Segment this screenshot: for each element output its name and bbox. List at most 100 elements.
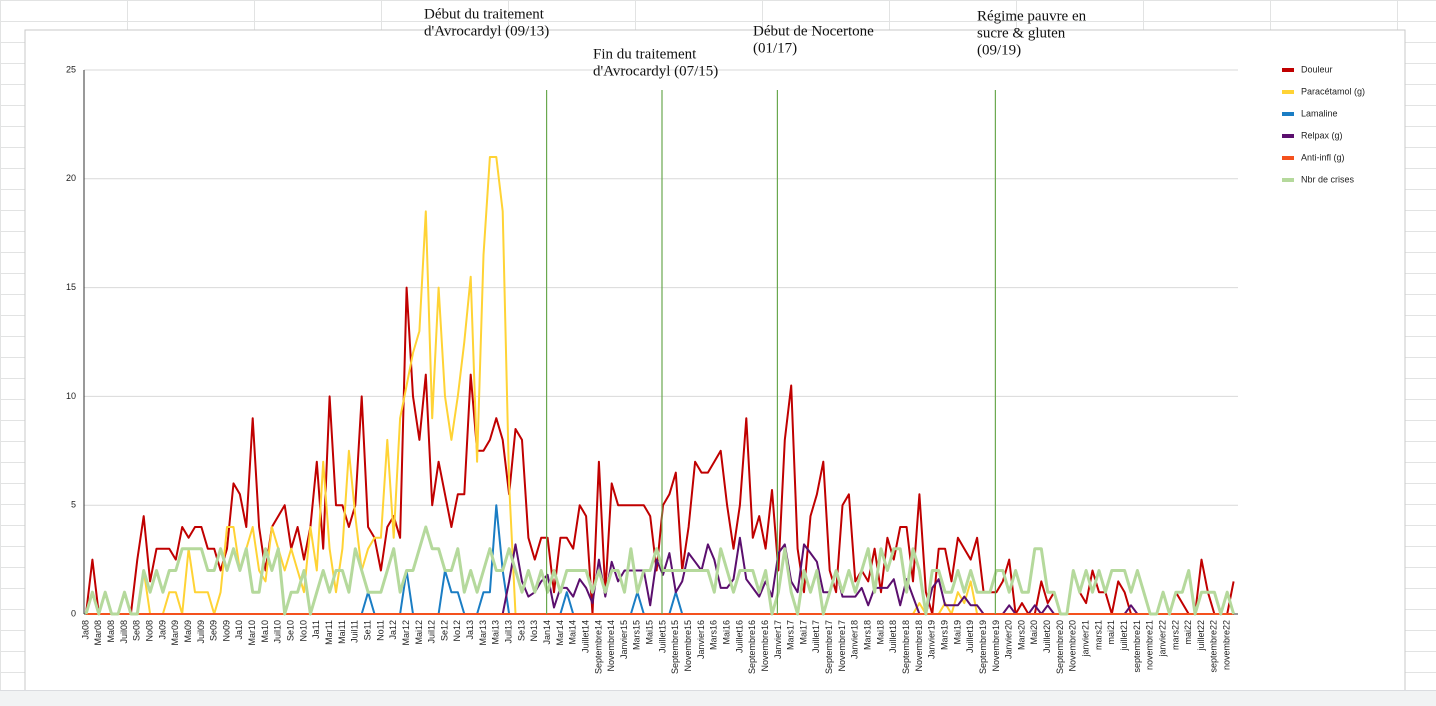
legend-swatch [1282,134,1294,138]
x-tick-label: novembre21 [1145,620,1155,670]
x-tick-label: No09 [221,620,231,642]
x-tick-label: Mar13 [478,620,488,646]
x-tick-label: Mars20 [1016,620,1026,650]
x-tick-label: Juil13 [504,620,514,644]
x-tick-label: Se10 [286,620,296,641]
x-tick-label: Septembre14 [593,620,603,674]
x-tick-label: Novembre15 [683,620,693,672]
series-line [85,286,1235,615]
annotation-text: Début du traitement [424,6,545,22]
y-tick-label: 5 [71,500,76,510]
x-tick-label: Janvier19 [927,620,937,659]
legend-swatch [1282,156,1294,160]
x-tick-label: Ja09 [157,620,167,640]
x-tick-label: Ja08 [80,620,90,640]
legend-swatch [1282,68,1294,72]
x-tick-label: Janvier15 [619,620,629,659]
x-tick-label: Juillet17 [811,620,821,653]
x-tick-label: Juillet20 [1042,620,1052,653]
x-tick-label: Janvier16 [696,620,706,659]
y-tick-label: 0 [71,608,76,618]
x-tick-label: Mars16 [709,620,719,650]
legend-label: Anti-infl (g) [1301,152,1345,162]
x-tick-label: septembre21 [1132,620,1142,673]
x-tick-label: Janvier20 [1004,620,1014,659]
x-tick-label: Juil09 [196,620,206,644]
legend-swatch [1282,90,1294,94]
x-tick-label: Ma09 [183,620,193,643]
annotation-text: Régime pauvre en [977,8,1087,24]
x-tick-label: Mars17 [786,620,796,650]
legend-label: Relpax (g) [1301,130,1343,140]
x-tick-label: janvier21 [1081,620,1091,658]
x-tick-label: Septembre18 [901,620,911,674]
x-tick-label: Mai20 [1029,620,1039,645]
x-tick-label: Mai15 [645,620,655,645]
x-tick-label: Novembre20 [1068,620,1078,672]
x-tick-label: Ja11 [311,620,321,639]
x-tick-label: Juil10 [273,620,283,644]
x-tick-label: Mai19 [952,620,962,645]
x-tick-label: No11 [375,620,385,641]
x-tick-label: septembre22 [1209,620,1219,673]
y-tick-label: 20 [66,173,76,183]
x-tick-label: Jan14 [542,620,552,645]
series-line [84,525,1236,616]
x-tick-label: Septembre20 [1055,620,1065,674]
x-tick-label: Mar08 [93,620,103,646]
x-tick-label: Mar11 [324,620,334,645]
annotation-text: (09/19) [977,42,1021,58]
annotation-text: sucre & gluten [977,25,1066,41]
x-tick-label: Septembre17 [824,620,834,674]
x-tick-label: Mar09 [170,620,180,646]
x-tick-label: juillet22 [1196,620,1206,652]
legend-label: Paracétamol (g) [1301,86,1365,96]
x-tick-label: Mar14 [555,620,565,646]
x-tick-label: Mai18 [875,620,885,645]
x-tick-label: Juillet15 [657,620,667,653]
x-tick-label: Mai12 [414,620,424,645]
x-tick-label: Mar10 [247,620,257,646]
annotation-text: d'Avrocardyl (09/13) [424,23,549,39]
legend-label: Lamaline [1301,108,1338,118]
x-tick-label: No08 [144,620,154,642]
x-tick-label: mai22 [1183,620,1193,645]
x-tick-label: No10 [298,620,308,642]
x-tick-label: Juillet14 [580,620,590,653]
x-tick-label: Mai16 [721,620,731,645]
x-tick-label: Ma10 [260,620,270,643]
x-tick-label: Se09 [209,620,219,641]
x-tick-label: Ma08 [106,620,116,643]
x-tick-label: Se11 [362,620,372,640]
x-tick-label: Mar12 [401,620,411,646]
x-tick-label: mai21 [1106,620,1116,645]
x-tick-label: Novembre19 [991,620,1001,672]
x-tick-label: Mai14 [568,620,578,645]
legend-swatch [1282,178,1294,182]
legend-label: Nbr de crises [1301,174,1355,184]
x-tick-label: mars22 [1170,620,1180,650]
x-tick-label: Ja13 [465,620,475,640]
annotation-text: d'Avrocardyl (07/15) [593,63,718,79]
y-tick-label: 15 [66,282,76,292]
x-tick-label: Janvier18 [850,620,860,659]
x-tick-label: Juil12 [427,620,437,644]
x-tick-label: mars21 [1093,620,1103,650]
x-tick-label: Ja12 [388,620,398,640]
x-tick-label: Juil11 [350,620,360,643]
x-tick-label: Novembre16 [760,620,770,672]
status-bar [0,690,1436,706]
x-tick-label: novembre22 [1222,620,1232,670]
annotation-text: Fin du traitement [593,46,697,62]
x-tick-label: Janvier17 [773,620,783,659]
y-tick-label: 10 [66,391,76,401]
x-tick-label: Mars19 [939,620,949,650]
x-tick-label: Mars18 [863,620,873,650]
x-tick-label: Juil08 [119,620,129,644]
x-tick-label: No12 [452,620,462,642]
x-tick-label: Juillet19 [965,620,975,653]
x-tick-label: Mai13 [491,620,501,645]
x-tick-label: Mai11 [337,620,347,644]
